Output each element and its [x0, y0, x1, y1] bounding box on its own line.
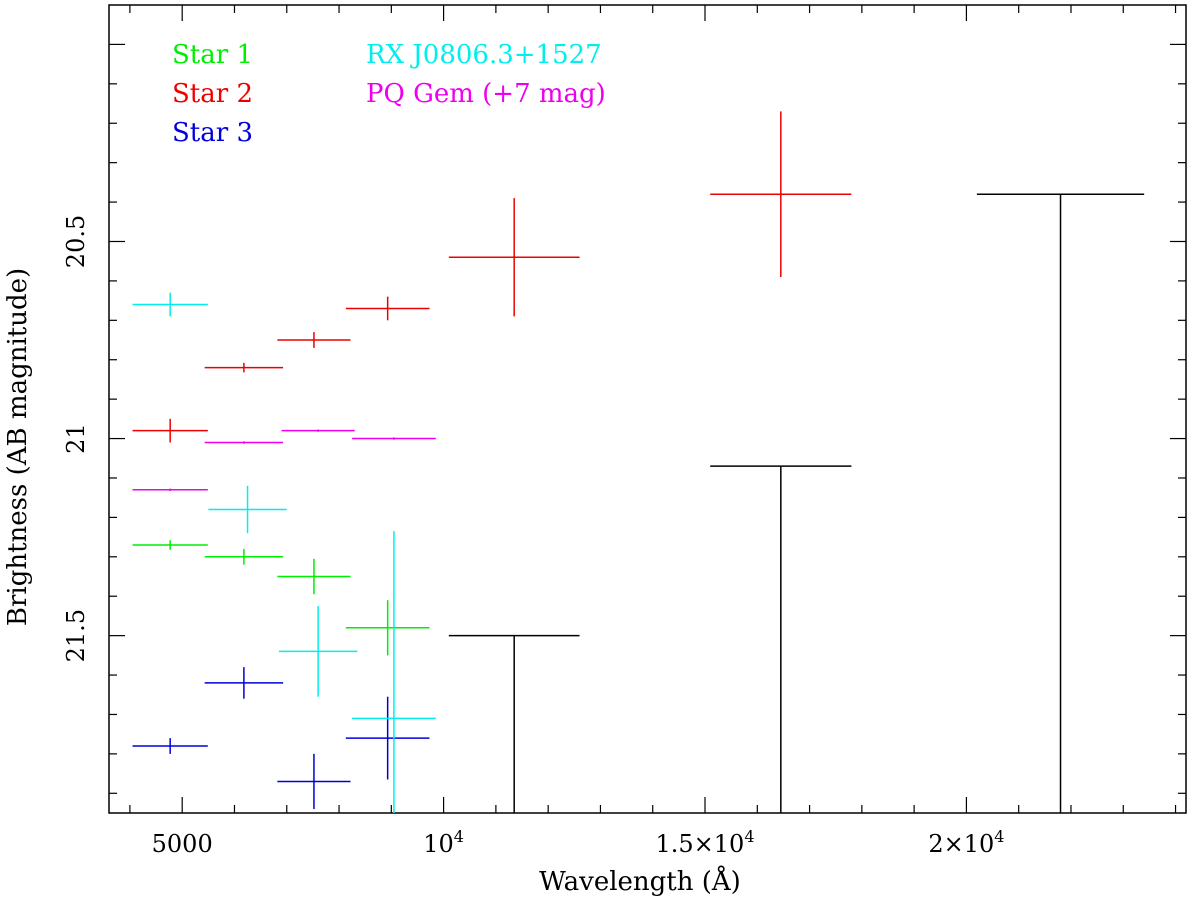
series-upper-limits	[448, 193, 1145, 813]
data-point	[352, 437, 436, 440]
data-point	[277, 558, 351, 595]
series-star-2	[132, 111, 852, 443]
data-series	[132, 111, 1145, 813]
upper-limit	[710, 465, 852, 813]
data-point	[277, 332, 351, 348]
y-tick-label: 20.5	[62, 215, 90, 268]
y-tick-label: 21.5	[62, 609, 90, 662]
upper-limit	[976, 193, 1145, 813]
series-star-3	[132, 667, 430, 810]
data-point	[132, 738, 208, 754]
legend-entry: Star 3	[172, 118, 253, 148]
plot-frame	[108, 4, 1187, 814]
data-point	[278, 606, 358, 697]
x-tick-label: 1.5×104	[656, 827, 755, 858]
y-tick-label: 21	[62, 423, 90, 454]
legend-entry: Star 2	[172, 79, 253, 109]
x-tick-label: 5000	[152, 830, 213, 858]
data-point	[448, 198, 580, 317]
x-tick-label: 2×104	[928, 827, 1004, 858]
series-star-1	[132, 540, 430, 656]
data-point	[132, 540, 208, 550]
x-tick-labels: 5000 104 1.5×104 2×104	[152, 827, 1005, 858]
data-point	[204, 548, 284, 565]
data-point	[204, 667, 284, 699]
data-point	[345, 600, 430, 656]
legend-entry: Star 1	[172, 40, 253, 70]
data-point	[132, 418, 208, 443]
legend-entry: RX J0806.3+1527	[366, 40, 602, 70]
x-axis-title: Wavelength (Å)	[539, 865, 741, 897]
legend-entry: PQ Gem (+7 mag)	[366, 79, 606, 109]
data-point	[132, 488, 208, 491]
axis-ticks	[109, 5, 1186, 813]
y-axis-title: Brightness (AB magnitude)	[3, 268, 33, 626]
series-pq-gem-7-mag-	[132, 429, 436, 491]
data-point	[352, 531, 436, 813]
data-point	[710, 111, 852, 277]
data-point	[277, 753, 351, 810]
data-point	[345, 696, 430, 780]
x-tick-label: 104	[423, 827, 464, 858]
data-point	[281, 429, 355, 432]
upper-limit	[448, 634, 580, 813]
legend: Star 1 Star 2 Star 3 RX J0806.3+1527 PQ Gem …	[172, 40, 606, 148]
data-point	[132, 292, 208, 317]
series-rx-j0806-3-1527	[132, 292, 436, 813]
data-point	[208, 485, 287, 534]
data-point	[345, 296, 430, 321]
y-tick-labels: 20.5 21 21.5	[62, 215, 90, 663]
data-point	[204, 441, 284, 444]
data-point	[204, 362, 284, 373]
